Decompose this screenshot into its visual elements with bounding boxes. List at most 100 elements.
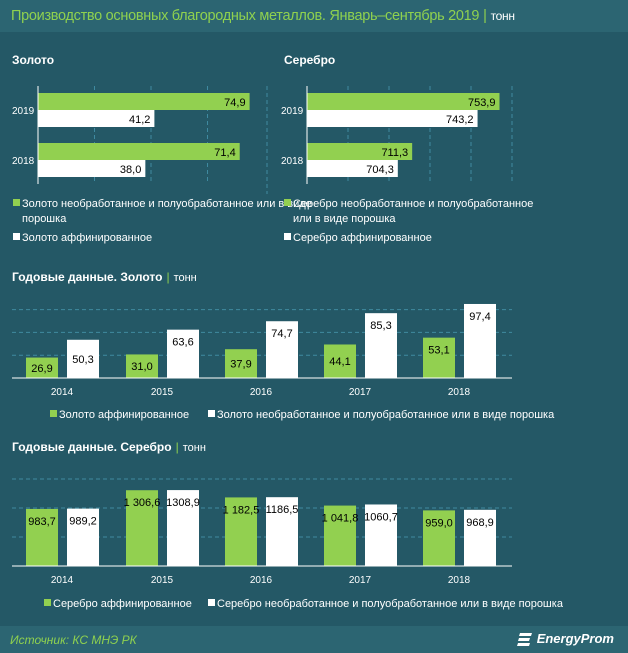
silver-annual-value-label: 1060,7 <box>364 511 398 523</box>
silver-annual-year-label: 2018 <box>448 575 471 586</box>
gold-top-bar <box>38 93 250 110</box>
legend-gold-raw-label: порошка <box>22 213 67 225</box>
gold-annual-year-label: 2016 <box>250 387 273 398</box>
silver-annual-bar <box>266 497 298 566</box>
legend-gold-raw-swatch <box>13 199 20 206</box>
silver-annual-bar <box>26 508 58 566</box>
silver-annual-value-label: 1186,5 <box>266 504 299 516</box>
gold-annual-value-label: 97,4 <box>469 311 490 323</box>
separator: | <box>175 440 179 454</box>
silver-annual-value-label: 1 041,8 <box>322 513 359 525</box>
gold-top-bar <box>38 143 240 160</box>
logo-text: EnergyProm <box>536 631 614 646</box>
silver-annual-value-label: 989,2 <box>69 516 97 528</box>
gold-annual-legend-label: Золото необработанное и полуобработанное… <box>217 409 555 421</box>
silver-annual-bar <box>365 504 397 566</box>
charts-canvas: 2019 74,9 41,2 2018 71,4 38,0 2019 753,9 743,2 20… <box>12 86 564 610</box>
gold-annual-title: Годовые данные. Золото | тонн <box>12 270 197 284</box>
silver-annual-year-label: 2015 <box>151 575 174 586</box>
title-text: Производство основных благородных металл… <box>11 8 480 24</box>
silver-annual-value-label: 959,0 <box>425 517 453 529</box>
legend-silver-raw-swatch <box>284 199 291 206</box>
gold-annual-value-label: 37,9 <box>230 359 251 371</box>
silver-annual-value-label: 983,7 <box>28 516 56 528</box>
gold-annual-value-label: 50,3 <box>72 354 93 366</box>
gold-annual-value-label: 74,7 <box>271 328 292 340</box>
gold-annual-bar <box>126 354 158 378</box>
gold-top-bar <box>38 110 155 127</box>
gold-chart-title: Золото <box>12 53 55 67</box>
gold-annual-bar <box>365 313 397 378</box>
legend-silver-refined-swatch <box>284 233 291 240</box>
silver-top-bar <box>307 93 500 110</box>
silver-top-value-label: 704,3 <box>366 164 394 176</box>
energyprom-logo: EnergyProm <box>516 631 614 646</box>
gold-annual-year-label: 2014 <box>51 387 74 398</box>
legend-silver-raw-label: или в виде порошка <box>293 213 396 225</box>
gold-annual-year-label: 2018 <box>448 387 471 398</box>
silver-annual-legend-label: Серебро необработанное и полуобработанно… <box>217 598 564 610</box>
legend-gold-refined-swatch <box>13 233 20 240</box>
gold-annual-bar <box>423 337 455 378</box>
silver-annual-bar <box>225 497 257 566</box>
silver-chart-title: Серебро <box>284 53 336 67</box>
gold-annual-year-label: 2015 <box>151 387 174 398</box>
gold-annual-value-label: 31,0 <box>131 361 152 373</box>
silver-annual-value-label: 1 306,6 <box>124 497 161 509</box>
gold-annual-value-label: 44,1 <box>329 356 350 368</box>
gold-annual-value-label: 85,3 <box>370 320 391 332</box>
silver-top-value-label: 753,9 <box>468 97 496 109</box>
gold-annual-bar <box>464 303 496 378</box>
gold-annual-value-label: 53,1 <box>428 345 449 357</box>
silver-annual-value-label: 1 182,5 <box>223 504 260 516</box>
silver-annual-year-label: 2016 <box>250 575 273 586</box>
silver-top-bar <box>307 160 398 177</box>
gold-top-value-label: 41,2 <box>129 114 150 126</box>
silver-annual-legend-swatch <box>44 599 51 606</box>
silver-annual-value-label: 968,9 <box>466 517 494 529</box>
gold-annual-bar <box>324 344 356 378</box>
unit: тонн <box>182 442 206 454</box>
silver-annual-bar <box>423 510 455 566</box>
silver-annual-legend-swatch <box>208 599 215 606</box>
silver-annual-bar <box>324 505 356 566</box>
silver-top-bar <box>307 110 478 127</box>
gold-top-value-label: 74,9 <box>224 97 245 109</box>
gold-annual-bar <box>266 321 298 378</box>
silver-annual-value-label: 1308,9 <box>166 497 200 509</box>
gold-top-year-label: 2018 <box>12 156 35 167</box>
logo-icon <box>516 632 532 646</box>
gold-annual-value-label: 63,6 <box>172 337 193 349</box>
gold-annual-title-text: Годовые данные. Золото <box>12 270 163 284</box>
gold-annual-year-label: 2017 <box>349 387 372 398</box>
legend-gold-refined-label: Золото аффинированное <box>22 232 152 244</box>
silver-annual-title-text: Годовые данные. Серебро <box>12 440 172 454</box>
separator: | <box>166 270 170 284</box>
gold-annual-bar <box>225 349 257 378</box>
title-unit: тонн <box>490 9 515 23</box>
silver-top-value-label: 743,2 <box>446 114 474 126</box>
page-title: Производство основных благородных металл… <box>11 8 515 24</box>
gold-top-value-label: 38,0 <box>120 164 141 176</box>
silver-top-year-label: 2019 <box>281 106 304 117</box>
title-separator: | <box>483 8 487 24</box>
unit: тонн <box>173 272 197 284</box>
source-note: Источник: КС МНЭ РК <box>10 633 137 647</box>
gold-annual-legend-swatch <box>208 410 215 417</box>
silver-annual-bar <box>67 508 99 566</box>
legend-silver-refined-label: Серебро аффинированное <box>293 232 432 244</box>
legend-gold-raw-label: Золото необработанное и полуобработанное… <box>22 198 312 210</box>
silver-annual-legend-label: Серебро аффинированное <box>53 598 192 610</box>
silver-annual-year-label: 2014 <box>51 575 74 586</box>
silver-annual-year-label: 2017 <box>349 575 372 586</box>
gold-annual-bar <box>26 357 58 378</box>
gold-annual-legend-label: Золото аффинированное <box>59 409 189 421</box>
footer: Источник: КС МНЭ РК EnergyProm <box>0 626 628 653</box>
gold-top-bar <box>38 160 146 177</box>
header: Производство основных благородных металл… <box>0 0 628 32</box>
silver-annual-bar <box>464 509 496 566</box>
silver-annual-bar <box>167 490 199 566</box>
gold-annual-value-label: 26,9 <box>31 363 52 375</box>
gold-annual-bar <box>167 329 199 378</box>
